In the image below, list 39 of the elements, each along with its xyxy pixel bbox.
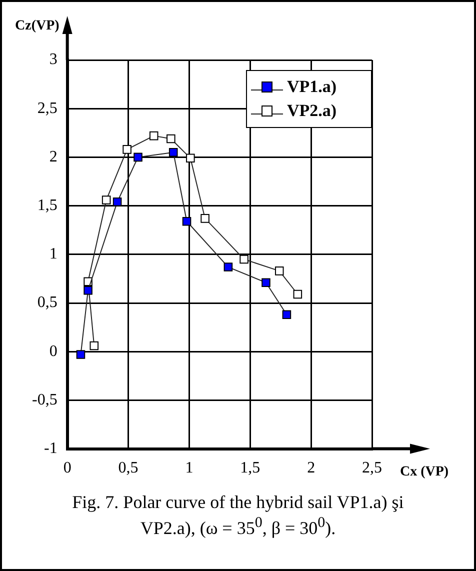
x-tick-label: 2 [307,460,316,477]
x-tick-label: 0 [63,460,72,477]
y-tick-label: 0 [49,342,58,360]
y-tick-label: 2 [49,148,58,166]
point [182,216,192,226]
point [90,341,99,350]
point [112,198,122,206]
x-tick-label: 0,5 [118,460,138,477]
x-axis-title: Cx (VP) [400,464,449,480]
x-tick-label: 2,5 [362,460,382,477]
y-tick-label: 1,5 [37,197,58,214]
point [122,145,132,154]
y-tick-label: 0,5 [37,294,58,312]
point [224,262,233,272]
point [274,266,284,276]
y-tick-label: -0,5 [32,391,58,408]
point [262,278,270,287]
y-axis-title: Cz(VP) [15,18,60,34]
y-tick-label: 2,5 [37,100,58,117]
point [293,290,302,299]
point [76,350,86,359]
y-tick-label: 3 [49,51,58,68]
point [240,254,248,264]
legend-label: VP1.a) [287,77,337,97]
y-tick-label: 1 [49,246,58,263]
point [149,131,158,140]
point [166,134,176,144]
point [102,196,111,204]
point [200,214,210,223]
point [282,310,292,320]
point [84,286,92,295]
point [168,148,178,157]
x-tick-label: 1,5 [240,460,260,477]
x-tick-label: 1 [185,460,194,477]
caption: Fig. 7. Polar curve of the hybrid sail VP1.a) şi VP2.a), (ω = 35$^{0}$, β = 30$^{0}$). [71,492,405,539]
legend-label: VP2.a) [287,101,337,121]
point [134,152,142,162]
point [186,154,195,163]
y-tick-label: -1 [44,440,58,458]
